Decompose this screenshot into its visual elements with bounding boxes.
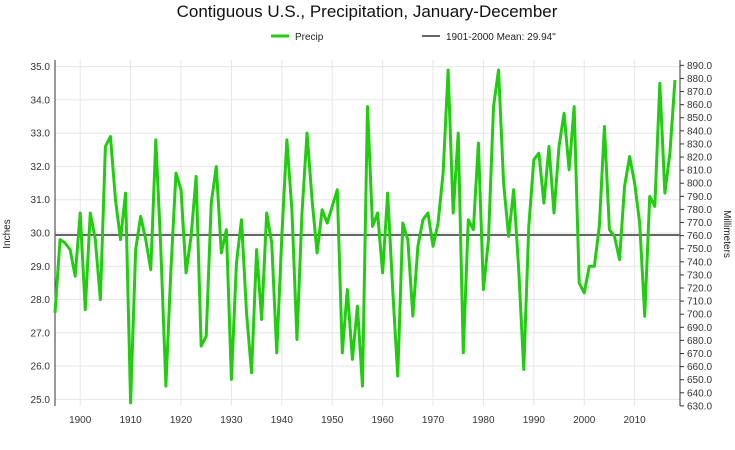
y-tick-right: 830.0 <box>687 139 712 150</box>
y-tick-right: 780.0 <box>687 205 712 216</box>
x-tick: 1970 <box>422 415 445 426</box>
y-tick-left: 28.0 <box>31 295 51 306</box>
y-tick-left: 35.0 <box>31 62 51 73</box>
x-tick: 1990 <box>523 415 546 426</box>
precip-series-line <box>53 68 677 405</box>
y-tick-left: 31.0 <box>31 195 51 206</box>
y-axis-right: 630.0 640.0 650.0 660.0 670.0 680.0 690.0 700.0… <box>680 61 712 412</box>
y-tick-right: 660.0 <box>687 362 712 373</box>
y-tick-right: 890.0 <box>687 61 712 72</box>
y-tick-right: 670.0 <box>687 349 712 360</box>
y-tick-right: 640.0 <box>687 388 712 399</box>
x-tick: 1980 <box>472 415 495 426</box>
x-tick: 1930 <box>220 415 243 426</box>
legend: Precip 1901-2000 Mean: 29.94" <box>271 32 556 43</box>
y-tick-left: 29.0 <box>31 262 51 273</box>
y-tick-left: 34.0 <box>31 95 51 106</box>
y-tick-right: 690.0 <box>687 323 712 334</box>
legend-mean-label[interactable]: 1901-2000 Mean: 29.94" <box>446 32 556 43</box>
y-tick-right: 700.0 <box>687 310 712 321</box>
x-tick: 1950 <box>321 415 344 426</box>
x-tick: 1920 <box>170 415 193 426</box>
y-axis-left-title: Inches <box>2 219 13 248</box>
y-tick-left: 30.0 <box>31 229 51 240</box>
y-tick-right: 800.0 <box>687 179 712 190</box>
y-tick-right: 820.0 <box>687 153 712 164</box>
y-tick-right: 880.0 <box>687 74 712 85</box>
y-tick-right: 860.0 <box>687 100 712 111</box>
y-tick-left: 27.0 <box>31 328 51 339</box>
y-tick-right: 630.0 <box>687 401 712 412</box>
y-tick-left: 25.0 <box>31 395 51 406</box>
y-tick-right: 720.0 <box>687 284 712 295</box>
y-tick-left: 32.0 <box>31 162 51 173</box>
y-tick-right: 650.0 <box>687 375 712 386</box>
y-tick-right: 770.0 <box>687 218 712 229</box>
chart-title: Contiguous U.S., Precipitation, January-… <box>177 2 558 21</box>
y-tick-right: 750.0 <box>687 244 712 255</box>
x-tick: 1900 <box>69 415 92 426</box>
y-tick-right: 740.0 <box>687 257 712 268</box>
legend-precip-label[interactable]: Precip <box>295 32 324 43</box>
y-tick-right: 680.0 <box>687 336 712 347</box>
y-tick-right: 850.0 <box>687 113 712 124</box>
x-tick: 2000 <box>573 415 596 426</box>
x-tick: 1940 <box>271 415 294 426</box>
x-tick: 2010 <box>624 415 647 426</box>
y-tick-right: 840.0 <box>687 126 712 137</box>
y-axis-right-title: Millimeters <box>721 210 732 258</box>
y-tick-left: 26.0 <box>31 362 51 373</box>
y-tick-right: 710.0 <box>687 297 712 308</box>
y-tick-right: 870.0 <box>687 87 712 98</box>
y-tick-right: 760.0 <box>687 231 712 242</box>
y-axis-left: 25.0 26.0 27.0 28.0 29.0 30.0 31.0 32.0 33.0 34.0… <box>31 62 51 406</box>
x-axis: 1900 1910 1920 1930 1940 1950 1960 1970 1980 1990… <box>69 415 646 426</box>
x-tick: 1910 <box>119 415 142 426</box>
x-tick: 1960 <box>371 415 394 426</box>
y-tick-left: 33.0 <box>31 129 51 140</box>
y-tick-right: 730.0 <box>687 270 712 281</box>
y-tick-right: 790.0 <box>687 192 712 203</box>
y-tick-right: 810.0 <box>687 166 712 177</box>
